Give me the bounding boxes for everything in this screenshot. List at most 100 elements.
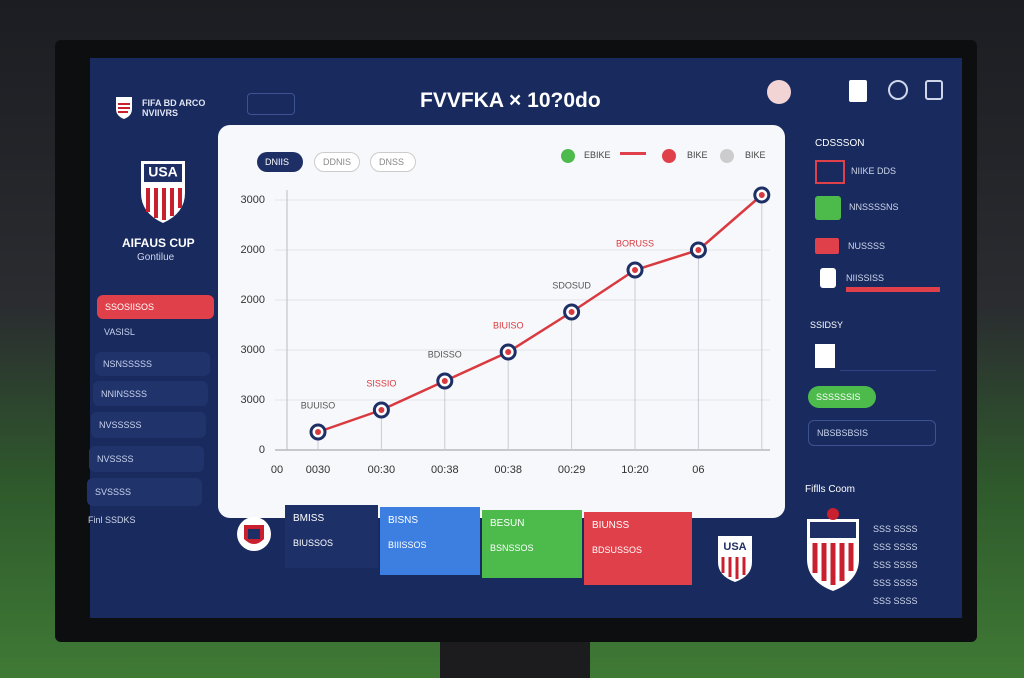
point-core: [568, 309, 575, 315]
crest: USA: [718, 536, 752, 582]
item-icon: [815, 160, 845, 184]
panel-item[interactable]: NIISSISS: [846, 273, 885, 283]
menu-item[interactable]: SVSSSS: [87, 478, 202, 506]
card-text: BIUSSOS: [293, 538, 334, 548]
item-icon: [815, 238, 839, 254]
team-name: AIFAUS CUP: [122, 236, 195, 250]
point-core: [632, 267, 638, 273]
divider: [840, 342, 936, 371]
legend-swatch: [720, 149, 734, 163]
svg-text:USA: USA: [148, 164, 178, 180]
legend-swatch: [561, 149, 575, 163]
stat-card[interactable]: BISNS BIIISSOS: [380, 507, 480, 575]
point-core: [505, 349, 512, 355]
title: FVVFKA × 10?0do: [420, 89, 601, 112]
sidebar-footer: Finl SSDKS: [88, 515, 136, 525]
legend-swatch: [662, 149, 676, 163]
logo: [116, 97, 132, 119]
x-tick-label: 10:20: [621, 464, 649, 476]
team-subtitle: Gontilue: [137, 252, 175, 263]
x-tick-label: 06: [692, 464, 704, 476]
icon[interactable]: [767, 80, 791, 104]
annotation: SISSIO: [366, 378, 396, 388]
search[interactable]: NBSBSBSIS: [808, 420, 936, 446]
x-tick-label: 00:30: [368, 464, 396, 476]
panel-item[interactable]: NIIKE DDS: [851, 166, 897, 176]
point-core: [695, 247, 702, 253]
card-title: BISNS: [388, 515, 419, 526]
stat-card[interactable]: BMISS BIUSSOS: [285, 505, 378, 568]
icon[interactable]: [849, 80, 867, 102]
card-text: BDSUSSOS: [592, 545, 643, 555]
card-title: BIUNSS: [592, 520, 630, 531]
menu-item[interactable]: VASISL: [104, 327, 135, 337]
tab[interactable]: DNIIS: [257, 152, 303, 172]
tab[interactable]: DNSS: [370, 152, 416, 172]
menu-item[interactable]: SSOSIISOS: [97, 295, 214, 319]
x-tick-label: 00:38: [431, 464, 459, 476]
y-tick-label: 0: [259, 444, 265, 456]
menu-item[interactable]: NNINSSSS: [93, 381, 208, 406]
item-icon: [815, 196, 841, 220]
annotation: SDOSUD: [552, 280, 591, 290]
team-crest: USA: [141, 161, 185, 223]
menu-item[interactable]: NSNSSSSS: [95, 352, 210, 376]
legend-label: BIKE: [687, 150, 708, 160]
panel-item[interactable]: NNSSSSNS: [849, 202, 899, 212]
stat: SSS SSSS: [873, 578, 918, 588]
x-tick-label: 00:29: [558, 464, 586, 476]
svg-text:USA: USA: [723, 541, 746, 553]
icon[interactable]: [888, 80, 908, 100]
card-title: BMISS: [293, 513, 325, 524]
brand: FIFA BD ARCO NVIIVRS: [142, 98, 206, 118]
line-series: [317, 194, 763, 434]
x-tick-label: 00:38: [494, 464, 522, 476]
icon[interactable]: [925, 80, 943, 100]
stat-card[interactable]: BESUN BSNSSOS: [482, 510, 582, 578]
y-tick-label: 3000: [241, 194, 265, 206]
panel-item[interactable]: NUSSSS: [848, 241, 886, 251]
card-text: BSNSSOS: [490, 543, 534, 553]
progress-bar: [846, 287, 940, 292]
stat: SSS SSSS: [873, 596, 918, 606]
point-core: [441, 378, 448, 384]
menu-item[interactable]: NVSSSSS: [91, 412, 206, 438]
point-core: [315, 429, 321, 435]
point-core: [758, 192, 765, 198]
stat: SSS SSSS: [873, 524, 918, 534]
annotation: BDISSO: [428, 349, 462, 359]
header-button[interactable]: [247, 93, 295, 115]
ball-icon: [237, 517, 271, 551]
stat: SSS SSSS: [873, 560, 918, 570]
section-title: SSIDSY: [810, 320, 844, 330]
panel-footer: Fiflls Coom: [805, 484, 856, 495]
annotation: BORUSS: [616, 238, 654, 248]
annotation: BIUISO: [493, 320, 524, 330]
point-core: [378, 407, 385, 413]
card-text: BIIISSOS: [388, 540, 427, 550]
y-tick-label: 3000: [241, 394, 265, 406]
button[interactable]: SSSSSSIS: [808, 386, 876, 408]
legend-label: BIKE: [745, 150, 766, 160]
legend-line: [620, 152, 646, 155]
y-tick-label: 2000: [241, 294, 265, 306]
x-tick-label: 0030: [306, 464, 330, 476]
legend-label: EBIKE: [584, 150, 611, 160]
y-tick-label: 3000: [241, 344, 265, 356]
item-icon: [820, 268, 836, 288]
annotation: BUUISO: [301, 400, 336, 410]
tab[interactable]: DDNIS: [314, 152, 360, 172]
card-title: BESUN: [490, 518, 525, 529]
item-icon: [815, 344, 835, 368]
stat-card[interactable]: BIUNSS BDSUSSOS: [584, 512, 692, 585]
stat: SSS SSSS: [873, 542, 918, 552]
menu-item[interactable]: NVSSSS: [89, 446, 204, 472]
panel-title: CDSSSON: [815, 138, 865, 149]
chart-panel: [218, 125, 785, 518]
crest: [807, 508, 859, 591]
x-tick-label: 00: [271, 464, 283, 476]
y-tick-label: 2000: [241, 244, 265, 256]
stats: SSS SSSS SSS SSSS SSS SSSS SSS SSSS SSS SSSS: [873, 520, 918, 610]
